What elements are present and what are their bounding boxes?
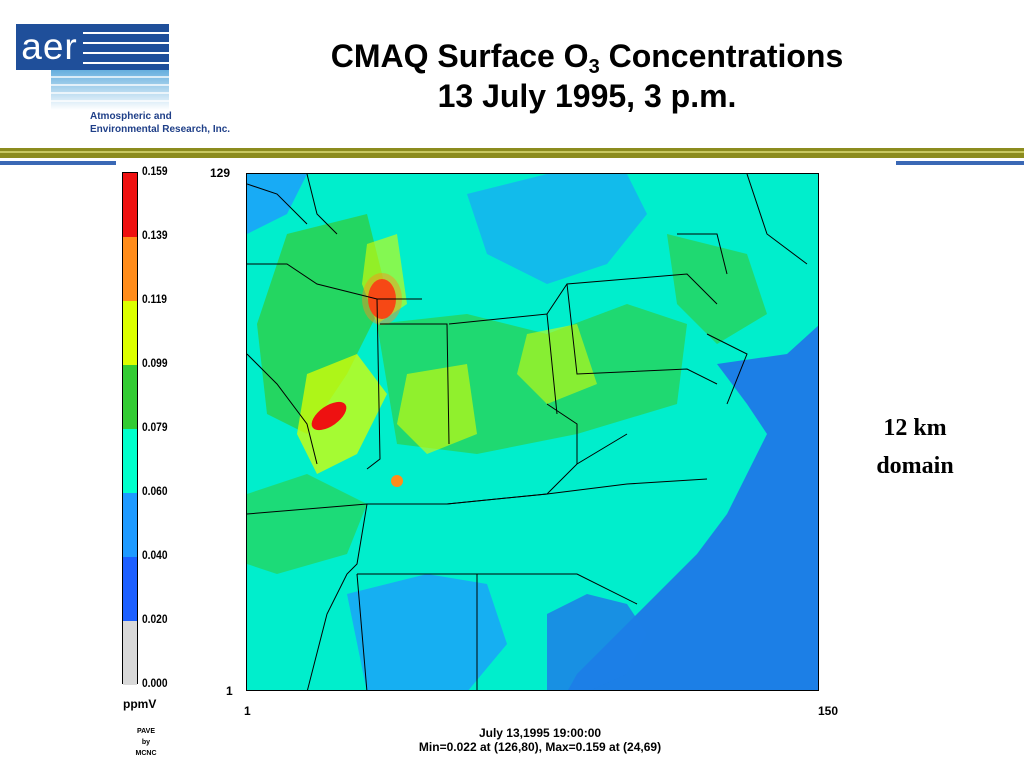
map-green-zone-west xyxy=(257,214,387,434)
title-suffix: Concentrations xyxy=(599,38,844,74)
x-axis-max-label: 150 xyxy=(818,704,839,718)
map-hotspot-stlouis xyxy=(311,401,347,431)
colorbar-segment xyxy=(123,365,137,429)
slide-title: CMAQ Surface O3 Concentrations 13 July 1… xyxy=(262,36,912,116)
title-line-1: CMAQ Surface O3 Concentrations xyxy=(262,36,912,78)
colorbar-segment xyxy=(123,301,137,365)
colorbar-tick-label: 0.159 xyxy=(142,164,168,178)
logo-caption: Atmospheric and Environmental Research, … xyxy=(90,110,230,136)
blue-divider-right xyxy=(896,161,1024,165)
colorbar-segment xyxy=(123,493,137,557)
map-hotspot-south xyxy=(391,475,403,487)
colorbar-segment xyxy=(123,173,137,237)
colorbar-tick-label: 0.040 xyxy=(142,548,168,562)
state-boundaries xyxy=(247,174,808,690)
ozone-map xyxy=(246,173,819,691)
title-prefix: CMAQ Surface O xyxy=(330,38,589,74)
blue-divider-left xyxy=(0,161,116,165)
pave-credit: PAVE by MCNC xyxy=(126,726,166,759)
map-green-zone-southwest xyxy=(247,474,367,574)
title-subscript: 3 xyxy=(588,56,600,78)
footer-timestamp: July 13,1995 19:00:00 xyxy=(478,726,602,740)
map-southeast-low xyxy=(547,594,647,690)
colorbar-tick-label: 0.079 xyxy=(142,420,168,434)
map-ocean xyxy=(568,325,818,690)
x-axis-min-label: 1 xyxy=(244,704,251,718)
domain-annotation: 12 km domain xyxy=(858,409,972,485)
colorbar-segment xyxy=(123,621,137,685)
logo-fade xyxy=(51,70,169,110)
map-great-lakes xyxy=(467,174,647,284)
ozone-map-svg xyxy=(247,174,818,690)
footer-minmax: Min=0.022 at (126,80), Max=0.159 at (24,… xyxy=(418,740,662,754)
olive-divider xyxy=(0,148,1024,158)
aer-logo: aer Atmospheric and Environmental Resear… xyxy=(16,24,254,140)
credit-line-2: by xyxy=(141,739,151,746)
logo-mark: aer xyxy=(16,24,83,70)
colorbar xyxy=(122,172,138,685)
map-northeast xyxy=(667,174,818,293)
logo-stripes xyxy=(83,24,169,70)
credit-line-3: MCNC xyxy=(135,750,157,757)
map-yellow-zone-indiana xyxy=(397,364,477,454)
annotation-line-1: 12 km xyxy=(883,415,947,441)
map-footer: July 13,1995 19:00:00 Min=0.022 at (126,… xyxy=(380,726,700,754)
annotation-line-2: domain xyxy=(876,453,954,479)
olive-divider-highlight xyxy=(0,151,1024,153)
colorbar-tick-label: 0.139 xyxy=(142,228,168,242)
logo-line-2: Environmental Research, Inc. xyxy=(90,124,231,135)
logo-line-1: Atmospheric and xyxy=(90,111,172,122)
map-yellow-zone-ohio xyxy=(517,324,597,404)
colorbar-tick-label: 0.000 xyxy=(142,676,168,690)
colorbar-units: ppmV xyxy=(123,697,157,711)
title-line-2: 13 July 1995, 3 p.m. xyxy=(437,78,737,114)
colorbar-tick-label: 0.099 xyxy=(142,356,168,370)
colorbar-segment xyxy=(123,557,137,621)
colorbar-tick-label: 0.060 xyxy=(142,484,168,498)
colorbar-tick-label: 0.020 xyxy=(142,612,168,626)
y-axis-max-label: 129 xyxy=(210,166,231,180)
colorbar-segment xyxy=(123,429,137,493)
colorbar-tick-label: 0.119 xyxy=(142,292,167,306)
map-south-moderate xyxy=(347,574,507,690)
colorbar-segment xyxy=(123,237,137,301)
credit-line-1: PAVE xyxy=(136,728,156,735)
y-axis-min-label: 1 xyxy=(226,684,233,698)
map-green-zone-northeast xyxy=(667,234,767,344)
